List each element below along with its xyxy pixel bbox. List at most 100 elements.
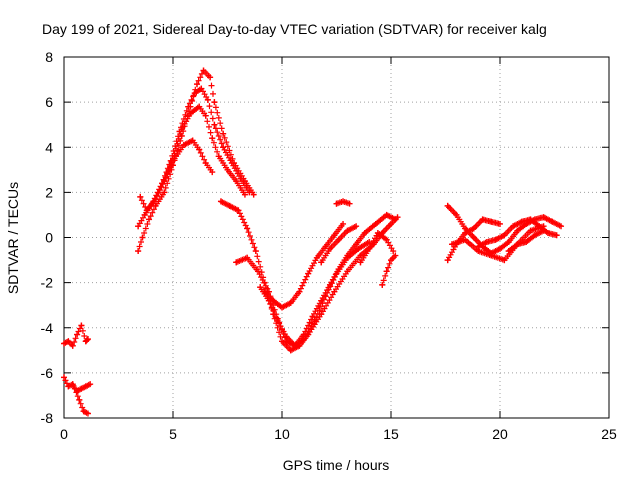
series-arc-2d: [161, 137, 216, 185]
data-point: [518, 218, 525, 225]
series-trace: [61, 322, 91, 349]
y-tick-label: 8: [45, 49, 53, 65]
series-arc-4c: [449, 223, 547, 264]
data-point: [204, 96, 211, 103]
data-point: [383, 236, 390, 243]
data-point: [178, 126, 185, 133]
data-point: [444, 202, 451, 209]
data-point: [326, 281, 333, 288]
data-point: [244, 254, 251, 261]
data-point: [540, 227, 547, 234]
data-point: [196, 103, 203, 110]
y-tick-label: -6: [41, 365, 54, 381]
y-tick-label: 6: [45, 94, 53, 110]
data-point: [82, 383, 89, 390]
data-point: [331, 288, 338, 295]
data-point: [453, 211, 460, 218]
data-point: [462, 229, 469, 236]
data-point: [357, 259, 364, 266]
data-point: [215, 153, 222, 160]
x-tick-label: 20: [492, 426, 508, 442]
data-point: [488, 252, 495, 259]
y-tick-label: 4: [45, 139, 53, 155]
data-point: [470, 234, 477, 241]
data-point: [470, 225, 477, 232]
data-point: [483, 239, 490, 246]
data-point: [233, 178, 240, 185]
data-point: [207, 74, 214, 81]
data-point: [69, 381, 76, 388]
data-point: [346, 200, 353, 207]
data-point: [311, 317, 318, 324]
data-point: [392, 252, 399, 259]
data-point: [170, 157, 176, 164]
data-point: [180, 141, 187, 148]
x-axis-label: GPS time / hours: [283, 457, 390, 473]
data-point: [558, 223, 565, 230]
data-point: [497, 245, 503, 252]
y-axis-label: SDTVAR / TECUs: [5, 182, 21, 294]
data-point: [141, 211, 148, 218]
data-point: [202, 112, 209, 119]
data-point: [392, 216, 399, 223]
data-point: [78, 322, 85, 329]
series-arc-1a: [61, 322, 91, 349]
data-point: [390, 248, 397, 255]
data-point: [309, 313, 316, 320]
data-point: [326, 245, 333, 252]
data-point: [372, 220, 379, 227]
data-point: [198, 85, 205, 92]
data-point: [335, 236, 342, 243]
data-point: [87, 381, 94, 388]
data-point: [388, 257, 394, 264]
x-tick-label: 5: [169, 426, 177, 442]
data-point: [353, 241, 360, 248]
y-tick-label: -2: [41, 275, 54, 291]
data-point: [479, 216, 486, 223]
data-point: [544, 229, 551, 236]
series-arc-3f: [333, 198, 353, 207]
data-point: [80, 408, 87, 415]
data-point: [475, 243, 482, 250]
data-point: [318, 259, 325, 266]
series-arc-2b: [135, 85, 253, 230]
data-point: [366, 245, 373, 252]
series-arc-1b: [61, 374, 91, 417]
data-point: [228, 160, 235, 167]
data-point: [74, 331, 81, 338]
data-point: [246, 189, 253, 196]
data-point: [135, 248, 142, 255]
data-point: [300, 331, 307, 338]
data-point: [270, 297, 277, 304]
data-point: [322, 243, 329, 250]
series-arc-3b: [233, 239, 373, 349]
data-point: [217, 198, 224, 205]
data-point: [226, 202, 233, 209]
data-point: [355, 245, 362, 252]
data-point: [388, 220, 394, 227]
data-point: [202, 160, 209, 167]
data-point: [220, 144, 227, 151]
data-point: [344, 268, 351, 275]
data-point: [333, 200, 340, 207]
data-point: [261, 288, 268, 295]
x-tick-label: 10: [274, 426, 290, 442]
data-point: [152, 202, 159, 209]
data-point: [274, 317, 281, 324]
data-point: [61, 340, 67, 347]
data-point: [187, 110, 194, 117]
data-points: [61, 67, 565, 417]
y-tick-label: 0: [45, 230, 53, 246]
data-point: [523, 239, 530, 246]
data-point: [531, 232, 538, 239]
data-point: [462, 236, 469, 243]
data-point: [540, 214, 547, 221]
data-point: [305, 270, 312, 277]
data-point: [193, 81, 200, 88]
data-point: [292, 342, 299, 349]
y-tick-label: -8: [41, 410, 54, 426]
data-point: [296, 288, 303, 295]
data-point: [279, 304, 285, 311]
data-point: [340, 220, 347, 227]
data-point: [510, 223, 517, 230]
